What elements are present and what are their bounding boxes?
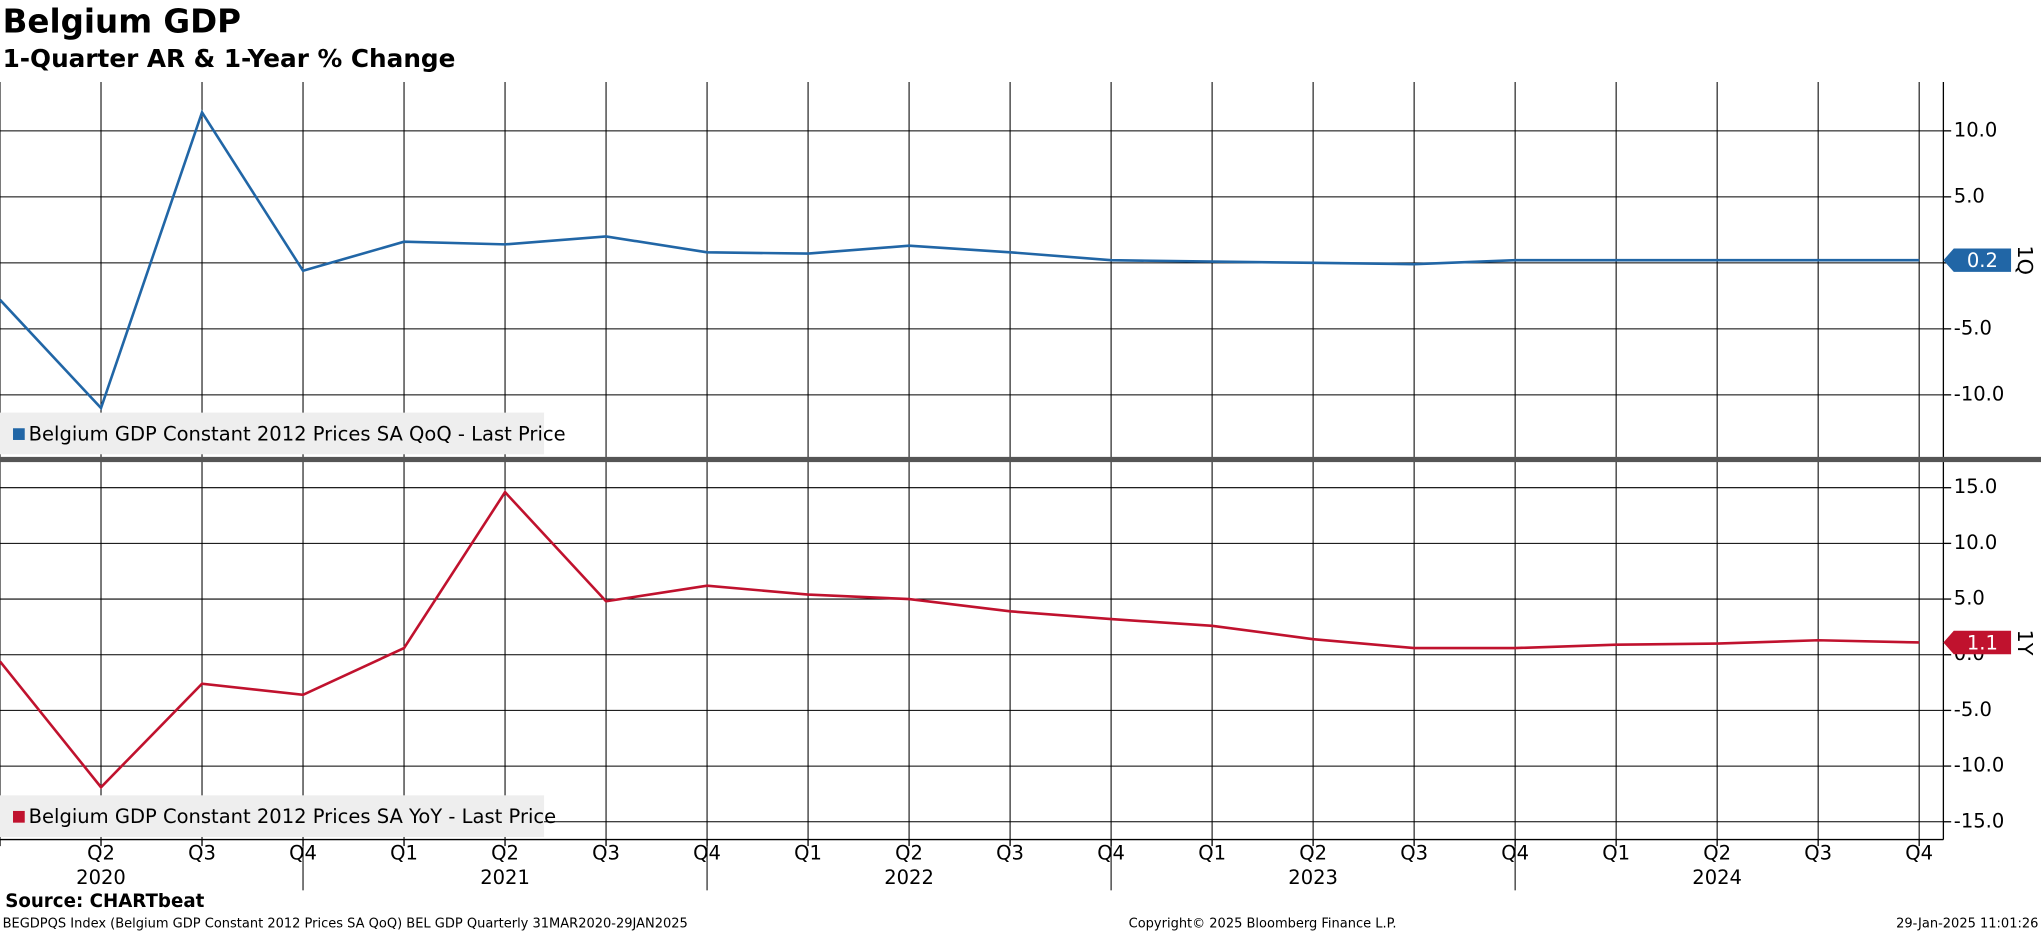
legend-swatch — [13, 428, 25, 440]
x-year-label: 2023 — [1288, 866, 1338, 889]
y-tick-label: -10.0 — [1954, 754, 2004, 777]
x-tick-label: Q3 — [996, 841, 1024, 864]
y-tick-label: -5.0 — [1954, 698, 1992, 721]
y-tick-label: -10.0 — [1954, 382, 2004, 405]
source: Source: CHARTbeat — [5, 891, 204, 912]
x-tick-label: Q1 — [794, 841, 822, 864]
y-tick-label: -15.0 — [1954, 809, 2004, 832]
footer-right: 29-Jan-2025 11:01:26 — [1896, 917, 2038, 932]
legend-label: Belgium GDP Constant 2012 Prices SA YoY … — [29, 805, 557, 828]
chart-subtitle: 1-Quarter AR & 1-Year % Change — [3, 44, 456, 73]
x-tick-label: Q1 — [1602, 841, 1630, 864]
x-tick-label: Q2 — [87, 841, 115, 864]
y-tick-label: 10.0 — [1954, 118, 1997, 141]
x-tick-label: Q3 — [592, 841, 620, 864]
x-year-label: 2020 — [76, 866, 126, 889]
last-value-box — [1943, 630, 2012, 655]
x-tick-label: Q4 — [1905, 841, 1933, 864]
x-year-label: 2021 — [480, 866, 530, 889]
x-year-label: 2022 — [884, 866, 934, 889]
x-tick-label: Q2 — [895, 841, 923, 864]
series-line — [0, 109, 1920, 411]
x-tick-label: Q1 — [1198, 841, 1226, 864]
x-tick-label: Q2 — [1703, 841, 1731, 864]
footer-left: BEGDPQS Index (Belgium GDP Constant 2012… — [3, 917, 688, 932]
y-tick-label: 15.0 — [1954, 475, 1997, 498]
y-tick-label: 10.0 — [1954, 531, 1997, 554]
last-value-box — [1943, 248, 2012, 272]
x-tick-label: Q3 — [188, 841, 216, 864]
y-tick-label: 5.0 — [1954, 587, 1985, 610]
x-tick-label: Q3 — [1400, 841, 1428, 864]
x-tick-label: Q2 — [491, 841, 519, 864]
footer-center: Copyright© 2025 Bloomberg Finance L.P. — [1129, 917, 1397, 932]
y-tick-label: -5.0 — [1954, 316, 1992, 339]
series-tag: 1Q — [2013, 245, 2037, 275]
panel-separator — [0, 456, 2041, 463]
last-value-label: 1.1 — [1967, 631, 1998, 654]
x-tick-label: Q2 — [1299, 841, 1327, 864]
chart-title: Belgium GDP — [3, 2, 241, 40]
last-value-label: 0.2 — [1967, 249, 1998, 272]
y-tick-label: 5.0 — [1954, 184, 1985, 207]
series-line — [0, 490, 1920, 790]
x-tick-label: Q3 — [1804, 841, 1832, 864]
legend-box — [0, 795, 545, 837]
x-tick-label: Q1 — [390, 841, 418, 864]
x-year-label: 2024 — [1692, 866, 1742, 889]
legend-swatch — [13, 810, 25, 823]
legend-box — [0, 412, 545, 455]
legend-label: Belgium GDP Constant 2012 Prices SA QoQ … — [29, 422, 566, 445]
series-tag: 1Y — [2013, 630, 2037, 656]
